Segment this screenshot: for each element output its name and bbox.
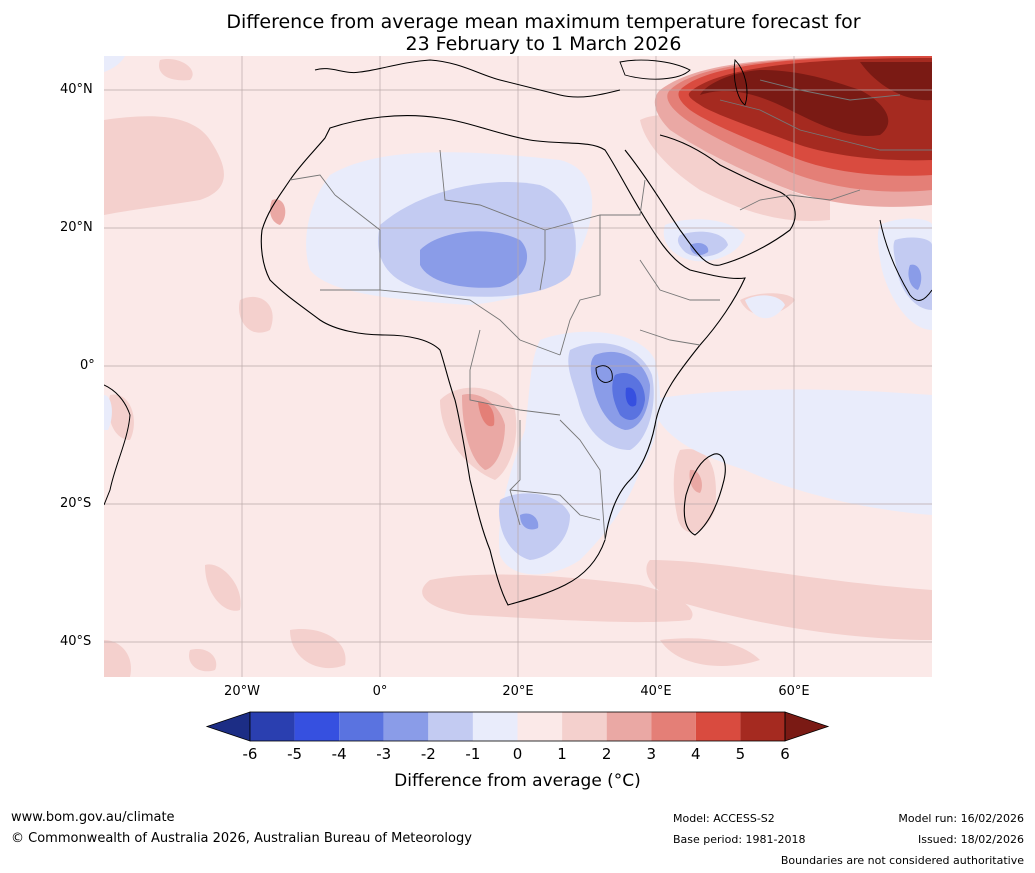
lat-label-20n: 20°N xyxy=(60,220,93,235)
colorbar-cell xyxy=(695,712,741,741)
colorbar-cell xyxy=(339,712,384,741)
colorbar-tick-label: -6 xyxy=(242,745,258,763)
colorbar-cell xyxy=(428,712,473,741)
arabia-coastline xyxy=(624,134,796,266)
colorbar-cell xyxy=(250,712,295,741)
lon-label-60e: 60°E xyxy=(778,684,810,699)
colorbar-cell xyxy=(740,712,785,741)
colorbar-cell xyxy=(651,712,696,741)
footer-model-run: Model run: 16/02/2026 xyxy=(898,812,1024,825)
europe-coastline xyxy=(314,59,621,98)
colorbar-tick-label: 1 xyxy=(557,745,567,763)
colorbar-cell xyxy=(294,712,340,741)
footer-copyright: © Commonwealth of Australia 2026, Austra… xyxy=(11,831,472,846)
colorbar-tick-label: 0 xyxy=(512,745,523,763)
graticule xyxy=(104,56,932,677)
colorbar-tick-label: -5 xyxy=(287,745,303,763)
india-coastline xyxy=(879,219,932,301)
colorbar-cell xyxy=(562,712,607,741)
colorbar-tick-label: -4 xyxy=(331,745,347,763)
black-sea xyxy=(619,59,691,80)
colorbar-cell xyxy=(472,712,518,741)
colorbar-cell xyxy=(606,712,652,741)
lon-label-0: 0° xyxy=(372,684,388,699)
lon-label-20e: 20°E xyxy=(502,684,534,699)
footer-disclaimer: Boundaries are not considered authoritat… xyxy=(780,854,1024,867)
footer-website: www.bom.gov.au/climate xyxy=(11,810,175,825)
colorbar-arrow-high xyxy=(784,711,830,742)
footer-model: Model: ACCESS-S2 xyxy=(673,812,775,825)
footer-issued: Issued: 18/02/2026 xyxy=(917,833,1024,846)
lon-label-20w: 20°W xyxy=(224,684,260,699)
colorbar-arrow-low xyxy=(205,711,251,742)
anomaly-band-neg5-neg4 xyxy=(625,387,637,407)
colorbar-tick-label: 6 xyxy=(780,745,790,763)
colorbar-label: Difference from average (°C) xyxy=(394,771,641,791)
south-america-coastline xyxy=(104,384,131,506)
lon-label-40e: 40°E xyxy=(640,684,672,699)
lake-victoria xyxy=(595,365,613,383)
colorbar-cell xyxy=(517,712,563,741)
colorbar-tick-label: 3 xyxy=(646,745,657,763)
colorbar-tick-label: 5 xyxy=(735,745,746,763)
colorbar-tick-label: -2 xyxy=(420,745,436,763)
lat-label-40s: 40°S xyxy=(60,634,92,649)
colorbar-cell xyxy=(383,712,429,741)
lat-label-40n: 40°N xyxy=(60,82,93,97)
colorbar-tick-label: 2 xyxy=(601,745,612,763)
chart-title-line1: Difference from average mean maximum tem… xyxy=(226,11,861,33)
colorbar-tick-label: -3 xyxy=(376,745,392,763)
colorbar-tick-label: -1 xyxy=(465,745,481,763)
africa-coastline xyxy=(260,115,746,606)
lat-label-0: 0° xyxy=(80,358,95,373)
chart-title-line2: 23 February to 1 March 2026 xyxy=(405,33,682,55)
caspian-sea xyxy=(733,59,748,106)
footer-base-period: Base period: 1981-2018 xyxy=(673,833,806,846)
lat-label-20s: 20°S xyxy=(60,496,92,511)
colorbar-tick-label: 4 xyxy=(691,745,701,763)
anomaly-band-1-2 xyxy=(104,59,932,677)
colorbar-frame xyxy=(249,711,786,742)
madagascar-coastline xyxy=(683,453,726,536)
country-borders xyxy=(289,79,932,541)
